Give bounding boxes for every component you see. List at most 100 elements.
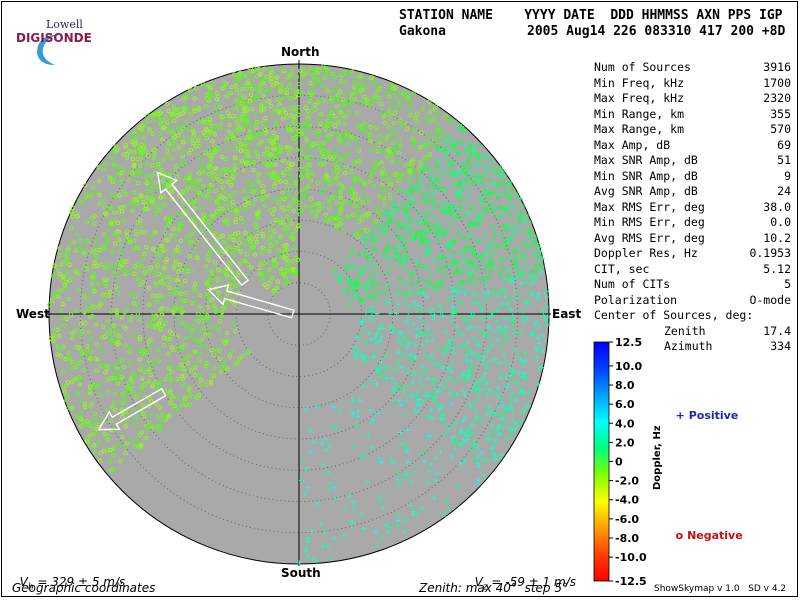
source-point-negative: [297, 132, 302, 137]
source-point-positive: [355, 281, 361, 287]
source-point-negative: [286, 123, 292, 128]
source-point-positive: [368, 279, 373, 284]
source-point-negative: [344, 214, 350, 219]
source-point-negative: [235, 127, 240, 133]
source-point-negative: [182, 96, 187, 101]
source-point-positive: [394, 254, 400, 260]
source-point-negative: [113, 284, 119, 290]
source-point-positive: [459, 140, 465, 146]
source-point-negative: [115, 313, 120, 318]
source-point-negative: [201, 309, 207, 314]
colorbar-tick-label: -8.0: [615, 532, 639, 545]
source-point-positive: [382, 223, 388, 229]
source-point-negative: [418, 162, 424, 168]
source-point-positive: [461, 250, 467, 256]
source-point-positive: [519, 330, 525, 336]
source-point-negative: [168, 399, 174, 404]
source-point-positive: [399, 260, 405, 266]
source-point-negative: [360, 88, 366, 93]
source-point-negative: [145, 162, 150, 167]
source-point-positive: [396, 330, 402, 336]
source-point-negative: [156, 207, 161, 213]
source-point-positive: [515, 370, 521, 376]
source-point-negative: [347, 200, 352, 206]
source-point-negative: [184, 175, 189, 180]
source-point-positive: [536, 291, 541, 297]
source-point-negative: [207, 86, 212, 91]
source-point-negative: [153, 281, 158, 286]
source-point-positive: [456, 375, 462, 381]
source-point-negative: [384, 154, 390, 159]
source-point-negative: [62, 252, 68, 257]
source-point-negative: [82, 367, 87, 373]
source-point-positive: [425, 164, 431, 170]
source-point-negative: [259, 277, 265, 282]
source-point-negative: [156, 271, 161, 276]
source-point-positive: [413, 232, 419, 238]
source-point-negative: [423, 155, 428, 160]
source-point-negative: [221, 85, 227, 90]
source-point-negative: [294, 75, 300, 80]
source-point-negative: [114, 376, 119, 381]
source-point-positive: [486, 274, 492, 280]
source-point-positive: [444, 378, 450, 384]
source-point-positive: [445, 365, 451, 371]
source-point-positive: [481, 375, 487, 381]
source-point-negative: [273, 154, 279, 159]
source-point-negative: [317, 81, 322, 86]
source-point-positive: [485, 349, 491, 355]
source-point-positive: [378, 322, 384, 328]
source-point-negative: [207, 332, 212, 337]
source-point-positive: [501, 352, 507, 358]
source-point-negative: [326, 199, 331, 205]
source-point-negative: [393, 93, 398, 98]
source-point-negative: [165, 184, 170, 189]
source-point-negative: [238, 216, 244, 221]
source-point-positive: [401, 412, 407, 418]
source-point-positive: [411, 509, 417, 515]
source-point-positive: [510, 378, 516, 384]
source-point-positive: [431, 257, 437, 263]
source-point-negative: [145, 323, 151, 328]
source-point-positive: [442, 263, 448, 269]
source-point-negative: [363, 84, 369, 89]
source-point-positive: [495, 404, 501, 410]
source-point-negative: [391, 121, 397, 126]
source-point-negative: [338, 110, 343, 115]
source-point-negative: [286, 73, 291, 78]
source-point-positive: [472, 152, 478, 158]
source-point-positive: [435, 279, 441, 285]
source-point-negative: [277, 149, 282, 154]
source-point-negative: [140, 123, 145, 128]
source-point-positive: [424, 278, 429, 284]
source-point-positive: [395, 523, 401, 529]
source-point-negative: [121, 167, 127, 172]
source-point-negative: [140, 256, 145, 262]
source-point-positive: [517, 196, 523, 202]
source-point-negative: [112, 269, 117, 275]
source-point-negative: [156, 161, 161, 167]
source-point-negative: [121, 324, 126, 330]
source-point-negative: [113, 144, 118, 149]
source-point-negative: [88, 193, 93, 199]
source-point-positive: [419, 506, 425, 512]
source-point-negative: [218, 234, 223, 239]
source-point-positive: [538, 269, 544, 275]
source-point-positive: [490, 166, 496, 172]
source-point-positive: [314, 558, 319, 564]
source-point-negative: [131, 238, 137, 243]
source-point-positive: [458, 442, 464, 447]
colorbar-tick-label: 6.0: [615, 398, 635, 411]
source-point-positive: [502, 190, 508, 196]
source-point-negative: [78, 360, 84, 365]
source-point-negative: [150, 184, 156, 190]
source-point-positive: [427, 248, 433, 253]
source-point-negative: [78, 409, 84, 414]
source-point-negative: [219, 179, 224, 184]
source-point-positive: [508, 196, 514, 202]
source-point-positive: [517, 219, 523, 225]
source-point-negative: [131, 390, 136, 395]
source-point-negative: [290, 66, 295, 72]
source-point-positive: [482, 165, 487, 171]
source-point-positive: [445, 138, 451, 144]
